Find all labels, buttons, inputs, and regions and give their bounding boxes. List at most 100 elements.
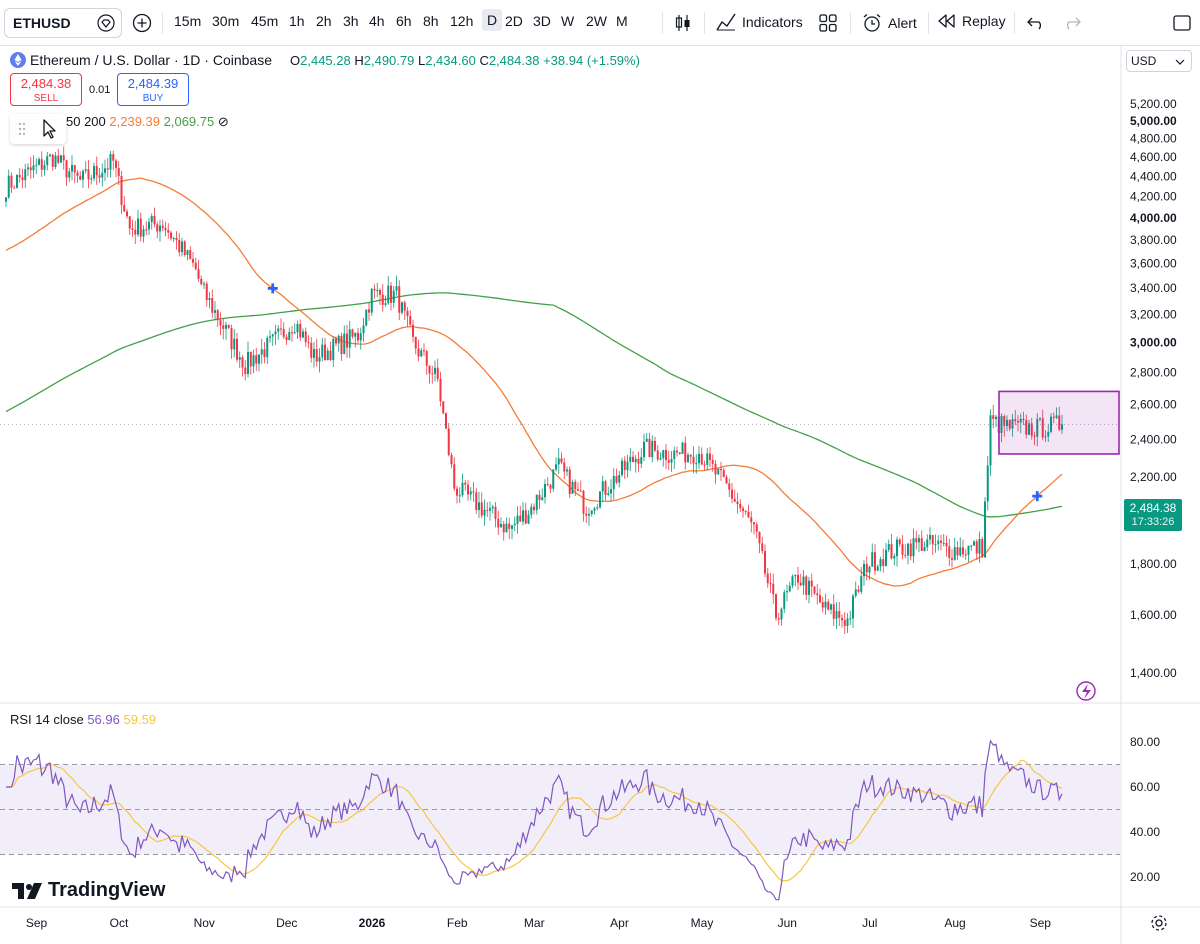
price-candle (940, 534, 942, 551)
buy-price: 2,484.39 (127, 76, 179, 91)
price-candle (992, 404, 995, 429)
price-candle (255, 347, 258, 372)
sell-button[interactable]: 2,484.38 SELL (10, 73, 82, 106)
price-candle (918, 534, 920, 553)
currency-selector[interactable]: USD (1126, 50, 1192, 72)
timeframe-2h[interactable]: 2h (316, 13, 332, 29)
timeframe-12h[interactable]: 12h (450, 13, 474, 29)
price-candle (98, 168, 101, 184)
timeframe-6h[interactable]: 6h (396, 13, 412, 29)
timeframe-4h[interactable]: 4h (369, 13, 385, 29)
price-candle (106, 157, 109, 178)
price-candle (21, 168, 24, 189)
price-tick-label: 1,800.00 (1130, 557, 1177, 571)
price-candle (596, 503, 599, 511)
price-candle (247, 341, 249, 378)
cursor-arrow-icon[interactable] (43, 119, 56, 139)
price-candle (874, 544, 876, 576)
compare-plus-icon[interactable] (130, 11, 154, 35)
timeframe-3h[interactable]: 3h (343, 13, 359, 29)
timeframe-15m[interactable]: 15m (174, 13, 202, 29)
chart-canvas[interactable]: 1,400.001,600.001,800.002,000.002,200.00… (0, 46, 1200, 944)
timeframe-2d[interactable]: 2D (505, 13, 523, 29)
price-candle (95, 156, 98, 185)
price-candle (346, 324, 348, 358)
price-candle (901, 535, 904, 560)
price-candle (230, 324, 233, 359)
price-tick-label: 2,200.00 (1130, 470, 1177, 484)
price-candle (904, 544, 907, 559)
timeframe-m[interactable]: M (616, 13, 628, 29)
diamond-icon[interactable] (97, 14, 115, 32)
timeframe-w[interactable]: W (561, 13, 575, 29)
rsi-ma-value: 59.59 (123, 712, 157, 727)
price-candle (626, 454, 629, 478)
time-tick-label: Sep (26, 916, 48, 930)
tradingview-logo[interactable]: TradingView (12, 879, 165, 902)
price-candle (49, 153, 51, 157)
price-candle (970, 544, 973, 551)
symbol-search-button[interactable]: ETHUSD (4, 8, 122, 38)
price-candle (579, 480, 582, 492)
price-candle (588, 507, 590, 526)
price-candle (1014, 409, 1017, 426)
price-candle (923, 541, 926, 552)
undo-icon[interactable] (1024, 11, 1048, 35)
ma-legend[interactable]: 50 200 2,239.39 2,069.75 ⊘ (66, 114, 229, 130)
price-candle (882, 548, 885, 573)
price-candle (304, 327, 307, 347)
candles-chart-type-icon[interactable] (671, 11, 695, 35)
price-candle (219, 312, 222, 336)
price-tick-label: 4,000.00 (1130, 211, 1177, 225)
price-candle (607, 486, 610, 497)
timeframe-d[interactable]: D (482, 9, 503, 31)
redo-icon[interactable] (1060, 11, 1084, 35)
symbol-legend[interactable]: Ethereum / U.S. Dollar · 1D · Coinbase (10, 52, 272, 68)
price-candle (733, 489, 736, 503)
ma-periods-label: 50 200 (66, 114, 106, 129)
timeframe-3d[interactable]: 3D (533, 13, 551, 29)
drag-handle-icon[interactable] (18, 122, 26, 136)
timeframe-1h[interactable]: 1h (289, 13, 305, 29)
replay-button[interactable]: Replay (938, 13, 1006, 29)
ma50-value: 2,239.39 (109, 114, 160, 129)
price-candle (214, 300, 216, 321)
price-candle (145, 221, 148, 236)
price-candle (805, 575, 808, 600)
price-candle (1041, 409, 1044, 441)
timeframe-8h[interactable]: 8h (423, 13, 439, 29)
eye-crossed-icon[interactable]: ⊘ (217, 114, 229, 129)
price-candle (282, 322, 285, 339)
price-candle (101, 163, 104, 187)
price-candle (376, 282, 379, 298)
price-candle (753, 521, 755, 535)
rsi-legend[interactable]: RSI 14 close 56.96 59.59 (10, 712, 156, 727)
alert-button[interactable]: Alert (862, 13, 917, 33)
gear-icon[interactable] (1150, 914, 1168, 932)
price-candle (871, 543, 874, 567)
price-candle (555, 457, 557, 472)
floating-draw-toolbar[interactable] (10, 114, 66, 144)
indicators-button[interactable]: Indicators (716, 13, 803, 31)
fullscreen-icon[interactable] (1170, 11, 1194, 35)
high-key: H (354, 53, 364, 68)
price-candle (670, 450, 673, 472)
buy-button[interactable]: 2,484.39 BUY (117, 73, 189, 106)
timeframe-2w[interactable]: 2W (586, 13, 607, 29)
timeframe-45m[interactable]: 45m (251, 13, 279, 29)
price-candle (659, 452, 662, 461)
layouts-grid-icon[interactable] (816, 11, 840, 35)
price-candle (373, 284, 376, 299)
price-candle (343, 325, 346, 355)
toolbar-divider (662, 12, 663, 34)
price-candle (1044, 430, 1047, 442)
alarm-clock-icon (863, 14, 881, 32)
timeframe-30m[interactable]: 30m (212, 13, 240, 29)
price-candle (964, 548, 967, 560)
price-candle (10, 172, 13, 193)
price-candle (648, 432, 651, 458)
price-candle (302, 328, 304, 339)
price-candle (233, 329, 236, 358)
time-tick-label: Jul (862, 916, 877, 930)
price-candle (513, 516, 516, 532)
